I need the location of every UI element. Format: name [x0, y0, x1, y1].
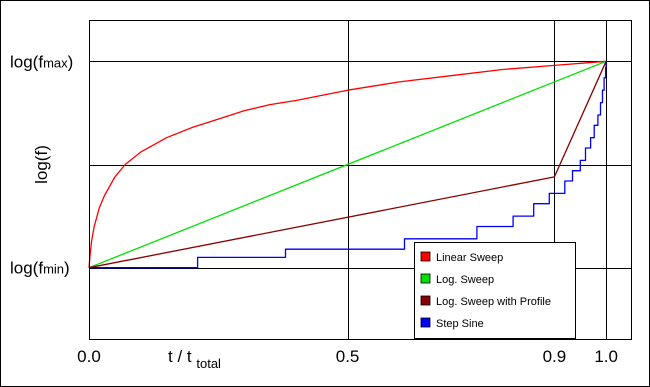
- legend: Linear Sweep Log. Sweep Log. Sweep with Pr…: [414, 242, 576, 339]
- legend-box: [414, 242, 576, 339]
- series-line-log-sweep: [88, 60, 607, 269]
- series-group: [88, 60, 607, 269]
- legend-swatch: [420, 251, 431, 262]
- x-tick-label: 0.9: [543, 347, 567, 366]
- y-axis-label: log(f): [32, 145, 51, 184]
- x-tick-label: 0.0: [77, 347, 101, 366]
- y-tick-label-end: ): [68, 52, 74, 71]
- legend-swatch: [420, 273, 431, 284]
- x-tick-label: 1.0: [594, 347, 618, 366]
- x-tick-label: 0.5: [336, 347, 360, 366]
- legend-label: Linear Sweep: [436, 252, 503, 264]
- legend-swatch: [420, 317, 431, 328]
- y-tick-label-main: log(f: [10, 259, 43, 278]
- y-tick-label: log(fmin): [10, 259, 70, 278]
- series-line-log-sweep-with-profile: [88, 61, 607, 269]
- plot-border: [89, 20, 632, 340]
- x-axis-label-main: t / t: [168, 347, 192, 366]
- series-line-linear-sweep: [88, 60, 607, 268]
- legend-label: Log. Sweep: [436, 274, 494, 286]
- legend-swatch: [420, 295, 431, 306]
- y-tick-label: log(fmax): [10, 52, 73, 71]
- series-line-step-sine: [89, 61, 607, 269]
- x-axis-label-subscript: total: [196, 356, 221, 371]
- x-axis-label: t / t total: [168, 347, 221, 371]
- legend-label: Step Sine: [436, 318, 484, 330]
- y-tick-label-subscript: max: [43, 55, 68, 70]
- legend-label: Log. Sweep with Profile: [436, 296, 551, 308]
- y-tick-label-end: ): [64, 259, 70, 278]
- y-tick-label-main: log(f: [10, 52, 43, 71]
- y-tick-label-subscript: min: [43, 262, 64, 277]
